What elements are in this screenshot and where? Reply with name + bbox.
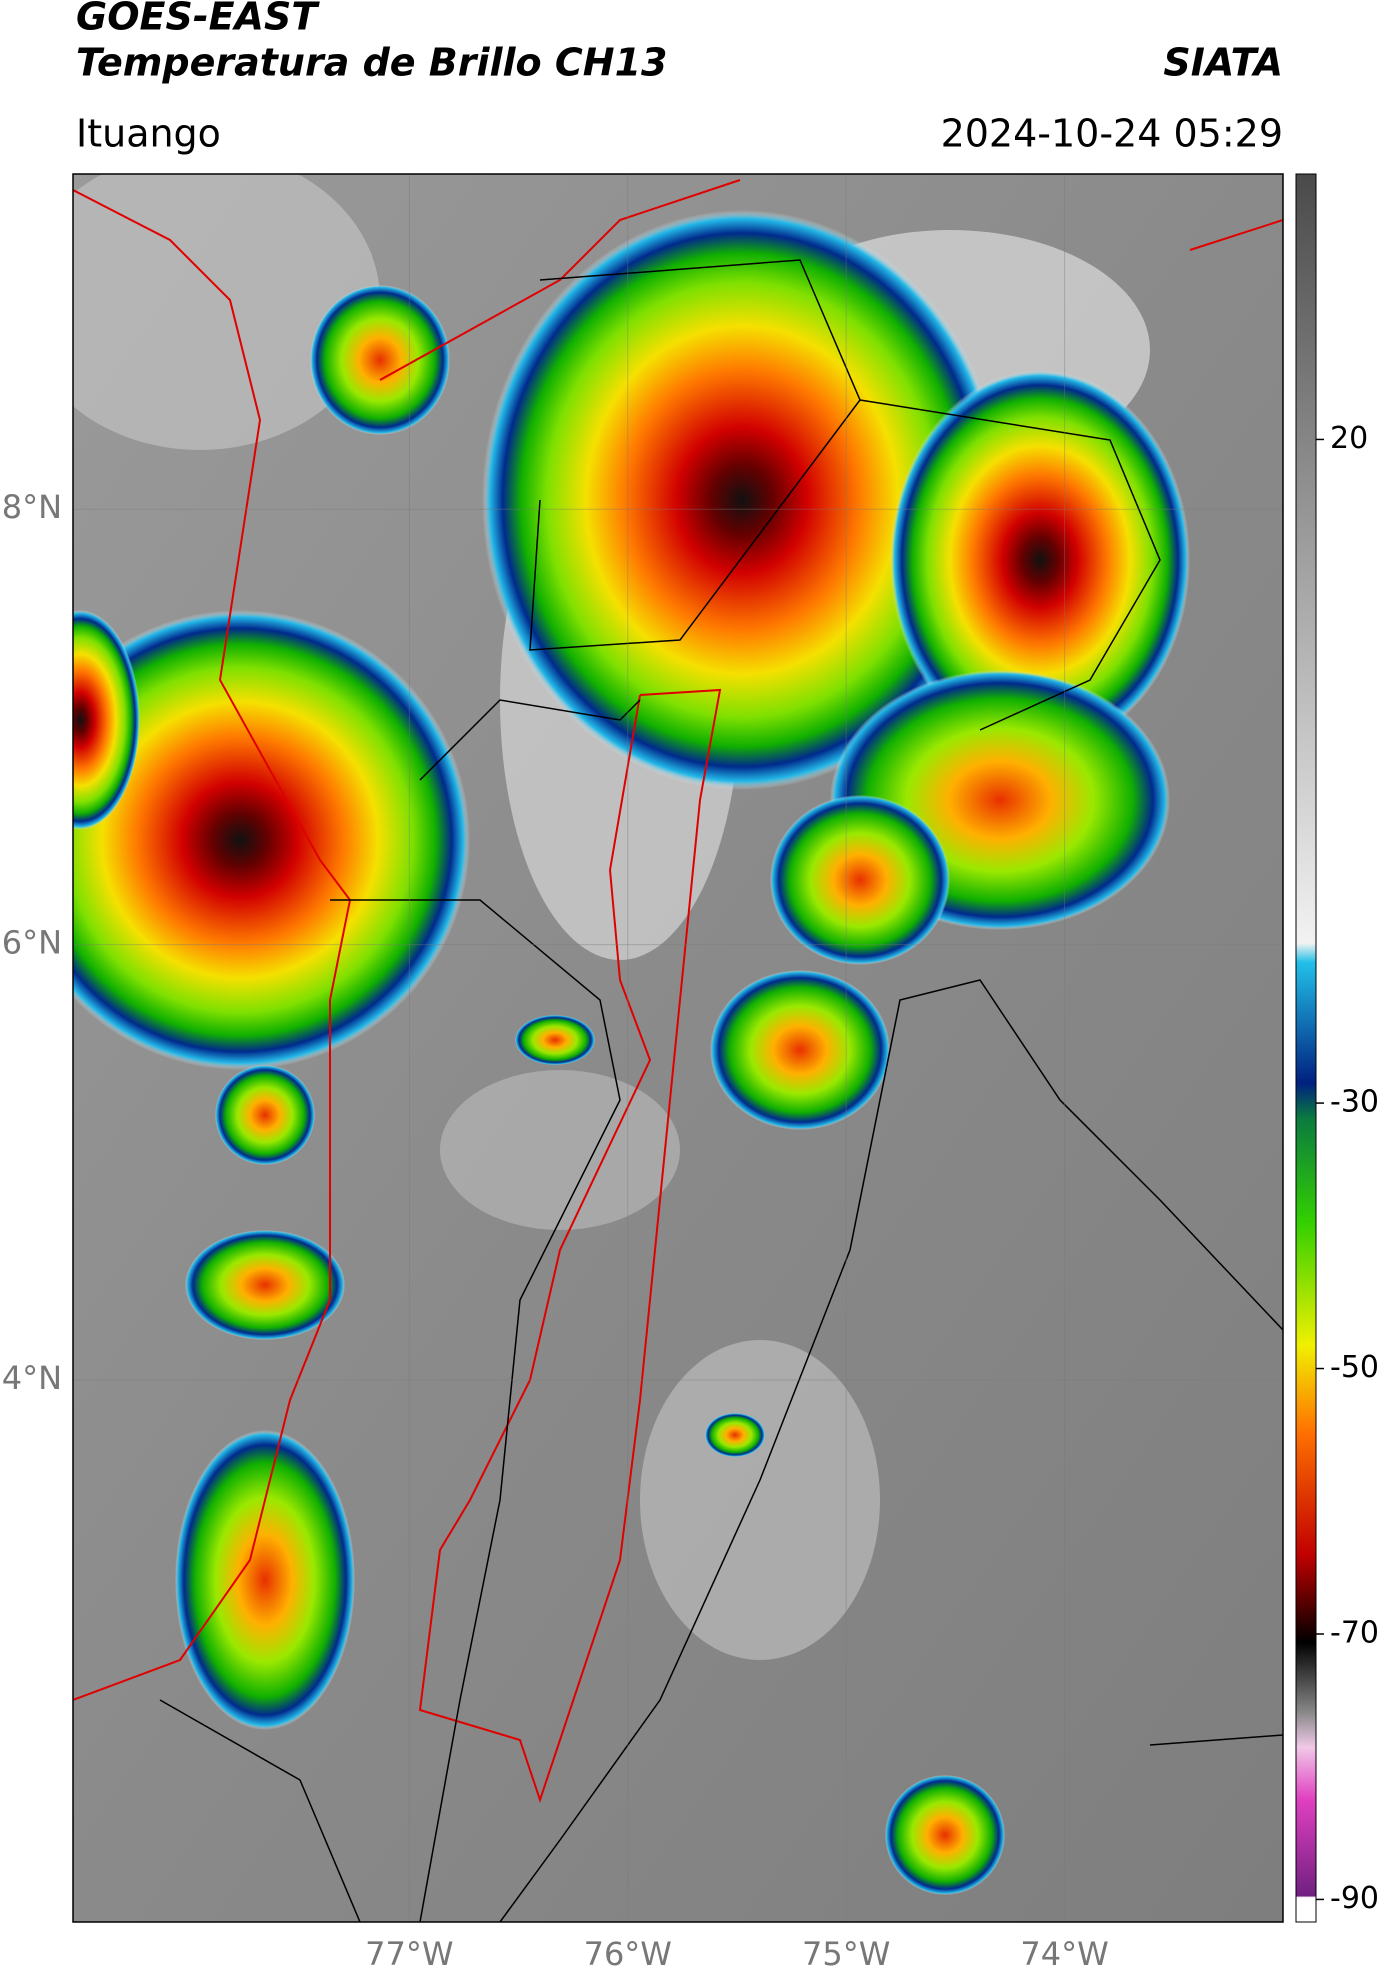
y-tick-label: 6°N — [2, 924, 62, 962]
x-tick-label: 75°W — [802, 1935, 890, 1973]
colorbar — [1295, 173, 1317, 1923]
colorbar-tick-label: -90 — [1330, 1881, 1379, 1916]
y-tick-label: 8°N — [2, 488, 62, 526]
colorbar-tick-label: -70 — [1330, 1615, 1379, 1650]
title: GOES-EAST — [76, 0, 320, 39]
source: SIATA — [1163, 41, 1283, 85]
map-frame — [72, 173, 1284, 1923]
x-tick-label: 74°W — [1020, 1935, 1108, 1973]
y-tick-label: 4°N — [2, 1359, 62, 1397]
location: Ituango — [76, 112, 221, 156]
grid — [73, 174, 1283, 1922]
colorbar-tick-label: 20 — [1330, 421, 1368, 456]
colorbar-tick-label: -50 — [1330, 1350, 1379, 1385]
subtitle: Temperatura de Brillo CH13 — [76, 41, 667, 85]
x-tick-label: 77°W — [365, 1935, 453, 1973]
colorbar-tick-label: -30 — [1330, 1085, 1379, 1120]
datetime: 2024-10-24 05:29 — [941, 112, 1283, 156]
satellite-image — [73, 174, 1283, 1922]
x-tick-label: 76°W — [584, 1935, 672, 1973]
